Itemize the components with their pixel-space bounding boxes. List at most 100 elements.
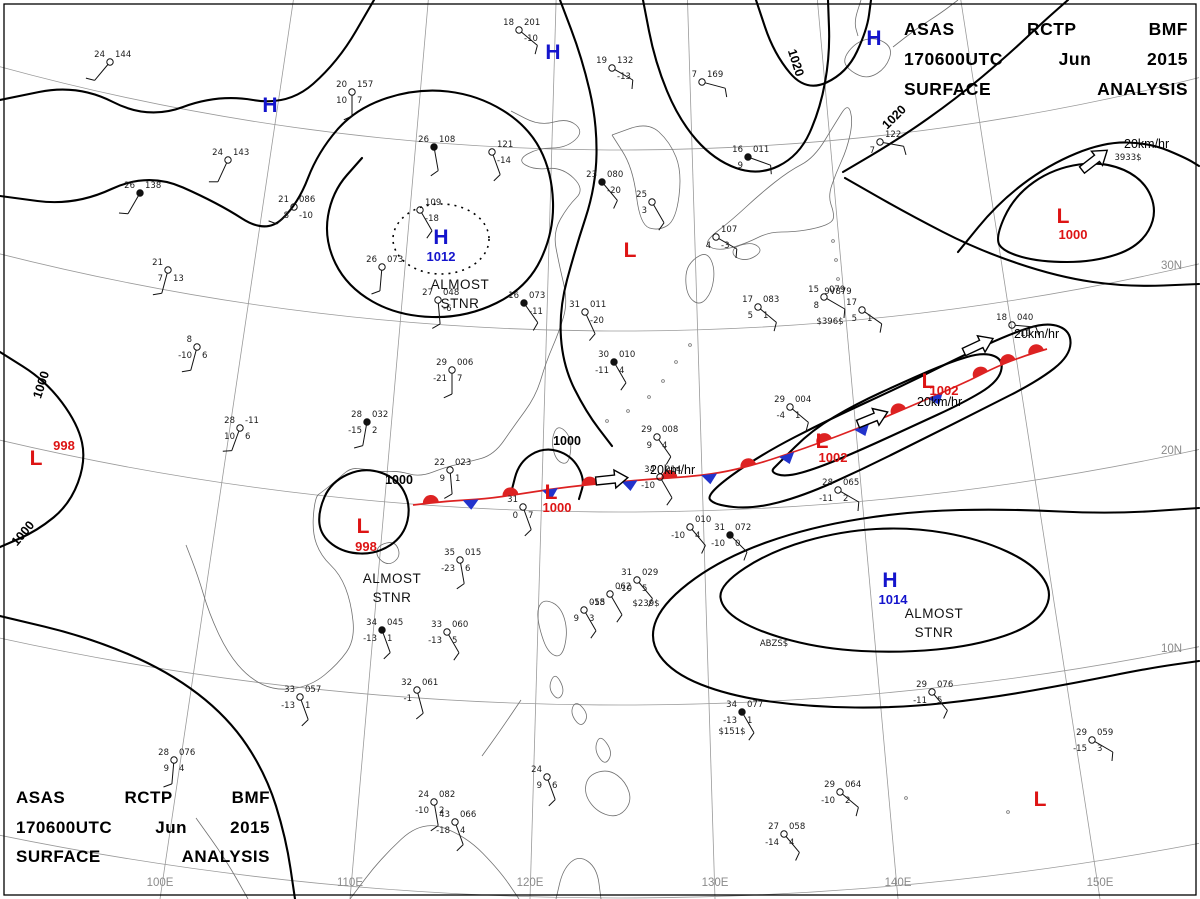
station-value: 157: [357, 80, 373, 90]
chart-datetime: 170600UTC Jun 2015: [16, 817, 270, 837]
wind-barb-tick: [444, 493, 453, 499]
isobar-value-label: 1000: [385, 473, 413, 487]
station-value: 29: [774, 395, 785, 405]
station-circle: [656, 473, 664, 481]
station-value: 073: [529, 291, 545, 301]
station-value: -10: [711, 539, 725, 549]
station-value: 28: [822, 478, 833, 488]
latitude-label: 10N: [1161, 643, 1182, 655]
station-value: -10: [618, 584, 632, 594]
title-block-bottom-left: ASAS RCTP BMF 170600UTC Jun 2015 SURFACE…: [16, 783, 270, 871]
station-plot: 25 3: [636, 190, 665, 231]
coastline-shikoku: [732, 243, 761, 260]
isobar-line: [754, 0, 873, 87]
station-value: 17: [742, 295, 753, 305]
ship-id-label: $239$: [632, 599, 659, 609]
station-plot: 26 108: [418, 135, 455, 177]
speed-arrow-icon: [961, 334, 995, 357]
isobar-line: [843, 176, 1200, 287]
station-value: 1: [387, 634, 392, 644]
annotation-layer: $396$ 9V879 $239$ $151$ ABZS$ 3933$: [632, 153, 1141, 737]
longitude-label: 130E: [702, 877, 729, 889]
station-plot: 35 015 -23 6: [441, 548, 481, 590]
wind-barb: [421, 212, 433, 232]
ship-id-label: ABZS$: [760, 639, 788, 649]
wind-barb-tick: [426, 230, 433, 239]
wind-barb-tick: [443, 393, 453, 399]
station-value: 2: [843, 494, 848, 504]
wind-barb-tick: [770, 165, 772, 175]
center-pressure-value: 1012: [427, 249, 456, 264]
pressure-center-layer: HHHH1012ALMOSTSTNRLL1000L998L998ALMOSTST…: [30, 27, 1088, 811]
station-value: 31: [507, 495, 518, 505]
station-plot: 34 014 -10: [641, 465, 681, 506]
wind-barb: [704, 82, 726, 89]
station-value: 1: [747, 716, 752, 726]
station-value: -11: [819, 494, 833, 504]
warm-front-marker: [740, 458, 757, 469]
wind-barb: [638, 582, 653, 599]
coastline-visayas-3: [595, 737, 611, 763]
station-value: 29: [916, 680, 927, 690]
station-circle: [858, 306, 866, 314]
station-plot: 33 060 -13 5: [428, 620, 468, 661]
small-island: [605, 419, 609, 423]
station-plot: 122 7: [870, 130, 907, 156]
station-value: 29: [641, 425, 652, 435]
station-plot: 31 072 -10 0: [711, 523, 751, 561]
station-value: 24: [94, 50, 105, 60]
station-plot: 24 143: [208, 148, 249, 183]
small-island: [661, 379, 665, 383]
station-value: 082: [439, 790, 455, 800]
station-value: 169: [707, 70, 723, 80]
wind-barb-tick: [181, 369, 191, 373]
station-plot: 34 045 -13 1: [363, 618, 403, 660]
station-value: 5: [748, 311, 753, 321]
ship-id-label: 9V879: [824, 287, 851, 297]
station-value: 28: [224, 416, 235, 426]
parallel-line: [0, 834, 1200, 899]
isobar-line: [771, 353, 1003, 477]
station-value: 014: [665, 465, 681, 475]
wind-barb: [460, 563, 465, 584]
station-plot: 109 -18: [416, 198, 441, 239]
isobar-line: [0, 350, 85, 549]
station-value: 10: [224, 432, 235, 442]
station-circle: [290, 203, 298, 211]
wind-barb: [840, 491, 860, 503]
wind-barb-tick: [493, 174, 501, 182]
station-plot: 31 0 7: [507, 495, 533, 537]
station-value: 076: [937, 680, 953, 690]
isobar-value-label: 1020: [879, 102, 909, 132]
meridian-line: [687, 0, 716, 899]
station-circle: [520, 299, 528, 307]
longitude-label: 100E: [147, 877, 174, 889]
wind-barb-tick: [879, 323, 883, 333]
meridian-line: [349, 0, 429, 899]
station-value: 066: [460, 810, 476, 820]
station-plot: 20 157 10 7: [336, 80, 373, 121]
station-plot: 31 011 -20: [569, 300, 606, 341]
station-circle: [928, 688, 936, 696]
station-value: 121: [497, 140, 513, 150]
station-circle: [786, 403, 794, 411]
coastline-malay: [195, 817, 249, 899]
wind-barb-tick: [805, 422, 809, 432]
isobar-line: [0, 89, 555, 319]
station-value: 2: [372, 426, 377, 436]
station-value: 28: [351, 410, 362, 420]
station-value: 32: [401, 678, 412, 688]
station-circle: [446, 466, 454, 474]
station-value: 023: [455, 458, 471, 468]
station-circle: [434, 296, 442, 304]
meridian-line: [817, 0, 899, 899]
front-line: [412, 379, 971, 506]
station-value: 201: [524, 18, 540, 28]
station-value: -13: [363, 634, 377, 644]
wind-barb-tick: [85, 77, 95, 81]
station-plot: 30 010 -11 4: [595, 350, 635, 391]
station-plot: 24 082 -10 2: [415, 790, 455, 832]
station-circle: [580, 606, 588, 614]
station-value: 30: [598, 350, 609, 360]
